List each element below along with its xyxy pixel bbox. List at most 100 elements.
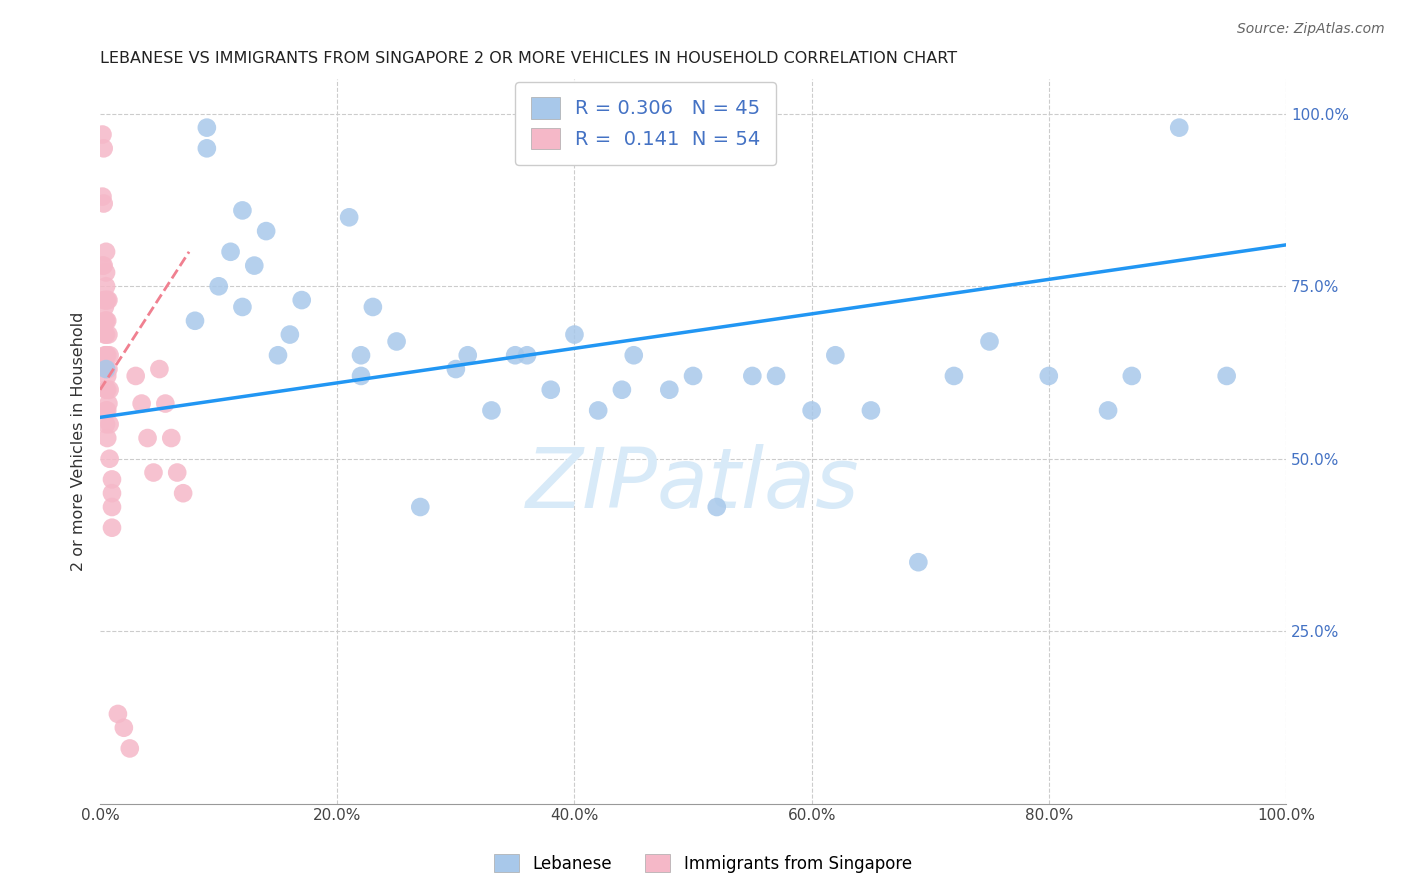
Point xyxy=(540,383,562,397)
Point xyxy=(94,300,117,314)
Point xyxy=(136,431,159,445)
Point xyxy=(503,348,526,362)
Point xyxy=(91,128,114,142)
Point xyxy=(184,314,207,328)
Point xyxy=(125,368,148,383)
Point xyxy=(93,196,115,211)
Point xyxy=(98,417,121,432)
Point xyxy=(96,368,118,383)
Point xyxy=(96,293,118,307)
Point xyxy=(98,383,121,397)
Point xyxy=(94,314,117,328)
Point xyxy=(94,279,117,293)
Point xyxy=(97,396,120,410)
Point xyxy=(361,300,384,314)
Point xyxy=(94,362,117,376)
Point xyxy=(97,327,120,342)
Point xyxy=(94,314,117,328)
Point xyxy=(96,431,118,445)
Point xyxy=(658,383,681,397)
Point xyxy=(1168,120,1191,135)
Point xyxy=(243,259,266,273)
Point xyxy=(337,211,360,225)
Point xyxy=(96,403,118,417)
Point xyxy=(94,293,117,307)
Point xyxy=(142,466,165,480)
Point xyxy=(195,141,218,155)
Point xyxy=(623,348,645,362)
Point xyxy=(98,348,121,362)
Point xyxy=(278,327,301,342)
Point xyxy=(444,362,467,376)
Point xyxy=(93,293,115,307)
Point xyxy=(564,327,586,342)
Point xyxy=(409,500,432,514)
Point xyxy=(231,203,253,218)
Point xyxy=(97,293,120,307)
Point xyxy=(94,383,117,397)
Point xyxy=(96,383,118,397)
Point xyxy=(859,403,882,417)
Point xyxy=(97,362,120,376)
Point xyxy=(208,279,231,293)
Point xyxy=(706,500,728,514)
Point xyxy=(385,334,408,349)
Point xyxy=(101,500,124,514)
Point xyxy=(101,521,124,535)
Point xyxy=(586,403,609,417)
Point xyxy=(1121,368,1143,383)
Point xyxy=(610,383,633,397)
Point xyxy=(94,293,117,307)
Point xyxy=(94,362,117,376)
Point xyxy=(267,348,290,362)
Point xyxy=(101,472,124,486)
Point xyxy=(979,334,1001,349)
Point xyxy=(765,368,787,383)
Text: LEBANESE VS IMMIGRANTS FROM SINGAPORE 2 OR MORE VEHICLES IN HOUSEHOLD CORRELATIO: LEBANESE VS IMMIGRANTS FROM SINGAPORE 2 … xyxy=(100,51,957,66)
Point xyxy=(93,259,115,273)
Point xyxy=(94,244,117,259)
Point xyxy=(1097,403,1119,417)
Point xyxy=(172,486,194,500)
Point xyxy=(942,368,965,383)
Point xyxy=(94,348,117,362)
Point xyxy=(254,224,277,238)
Point xyxy=(160,431,183,445)
Point xyxy=(94,417,117,432)
Point xyxy=(112,721,135,735)
Point xyxy=(741,368,763,383)
Point xyxy=(91,259,114,273)
Legend: Lebanese, Immigrants from Singapore: Lebanese, Immigrants from Singapore xyxy=(488,847,918,880)
Point xyxy=(131,396,153,410)
Point xyxy=(516,348,538,362)
Point xyxy=(91,189,114,203)
Point xyxy=(98,451,121,466)
Point xyxy=(824,348,846,362)
Point xyxy=(291,293,314,307)
Point xyxy=(94,403,117,417)
Point xyxy=(96,314,118,328)
Y-axis label: 2 or more Vehicles in Household: 2 or more Vehicles in Household xyxy=(72,312,86,571)
Point xyxy=(907,555,929,569)
Point xyxy=(107,706,129,721)
Text: ZIPatlas: ZIPatlas xyxy=(526,444,860,525)
Point xyxy=(219,244,242,259)
Point xyxy=(1215,368,1237,383)
Point xyxy=(101,486,124,500)
Point xyxy=(96,348,118,362)
Legend: R = 0.306   N = 45, R =  0.141  N = 54: R = 0.306 N = 45, R = 0.141 N = 54 xyxy=(515,82,776,165)
Point xyxy=(195,120,218,135)
Point xyxy=(94,327,117,342)
Point xyxy=(94,348,117,362)
Text: Source: ZipAtlas.com: Source: ZipAtlas.com xyxy=(1237,22,1385,37)
Point xyxy=(118,741,141,756)
Point xyxy=(155,396,177,410)
Point xyxy=(457,348,479,362)
Point xyxy=(350,368,373,383)
Point xyxy=(166,466,188,480)
Point xyxy=(800,403,823,417)
Point xyxy=(93,141,115,155)
Point xyxy=(481,403,503,417)
Point xyxy=(94,327,117,342)
Point xyxy=(1038,368,1060,383)
